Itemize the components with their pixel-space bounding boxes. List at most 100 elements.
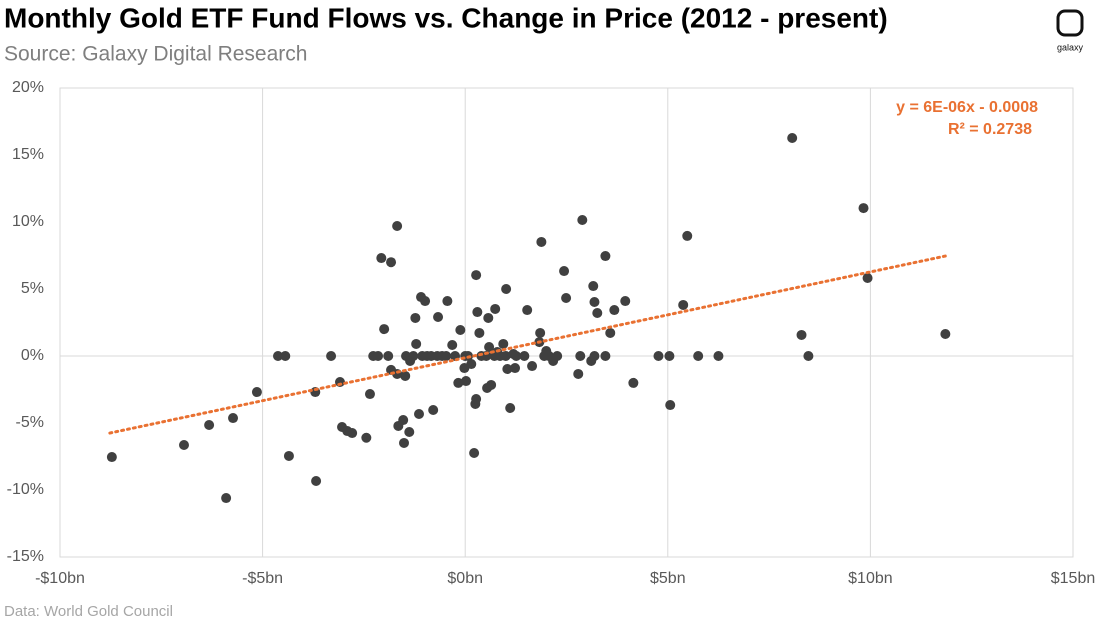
x-tick-label: -$5bn [242, 570, 283, 587]
point [472, 307, 483, 318]
point [466, 359, 477, 370]
point [609, 305, 620, 316]
point [589, 351, 600, 361]
point [441, 351, 452, 361]
point [447, 340, 458, 351]
point [628, 377, 639, 388]
chart-subtitle: Source: Galaxy Digital Research [4, 43, 307, 66]
point [940, 329, 951, 340]
point [510, 363, 521, 374]
point [693, 351, 704, 361]
point [410, 312, 421, 323]
point [376, 253, 387, 264]
point [373, 351, 384, 361]
point [283, 450, 294, 461]
point [428, 405, 439, 416]
point [383, 351, 394, 361]
point [392, 221, 403, 232]
logo-icon [1056, 9, 1084, 37]
x-tick-label: $5bn [650, 570, 686, 587]
point [600, 251, 611, 262]
point [280, 351, 291, 361]
point [453, 377, 464, 388]
point [364, 389, 375, 400]
point [471, 394, 482, 405]
point [272, 351, 283, 361]
point [600, 351, 611, 361]
point [399, 437, 410, 448]
point [605, 327, 616, 338]
point [228, 413, 239, 424]
x-tick-label: $15bn [1051, 570, 1096, 587]
footnote: Data: World Gold Council [4, 603, 173, 620]
trendline [108, 254, 947, 435]
point [592, 307, 603, 318]
point [400, 370, 411, 381]
point [653, 351, 664, 361]
point [486, 379, 497, 390]
point [620, 296, 631, 307]
point [398, 415, 409, 426]
y-tick-label: -10% [7, 481, 44, 498]
plot-frame [59, 87, 1074, 558]
point [484, 342, 495, 353]
point [361, 432, 372, 443]
point [404, 426, 415, 437]
point [347, 428, 358, 439]
point [862, 273, 873, 284]
y-tick-label: 5% [21, 280, 44, 297]
y-tick-label: 20% [12, 79, 44, 96]
point [204, 420, 215, 431]
point [408, 351, 419, 361]
point [433, 312, 444, 323]
point [502, 363, 513, 374]
point [414, 409, 425, 420]
point [796, 329, 807, 340]
point [573, 368, 584, 379]
point [106, 452, 117, 463]
point [490, 303, 501, 314]
point [552, 351, 563, 361]
point [178, 439, 189, 450]
x-tick-label: $0bn [447, 570, 483, 587]
point [379, 324, 390, 335]
point [411, 338, 422, 349]
chart-title: Monthly Gold ETF Fund Flows vs. Change i… [4, 2, 888, 33]
y-tick-label: 15% [12, 146, 44, 163]
point [588, 281, 599, 292]
point [420, 296, 431, 307]
point [311, 476, 322, 487]
point [858, 203, 869, 214]
point [501, 284, 512, 294]
point [559, 266, 570, 277]
x-tick-label: -$10bn [35, 570, 85, 587]
point [713, 351, 724, 361]
point [511, 351, 522, 361]
trend-r-squared: R² = 0.2738 [948, 121, 1032, 138]
point [221, 493, 232, 504]
point [665, 400, 676, 411]
y-tick-label: -5% [16, 414, 44, 431]
point [577, 214, 588, 225]
y-tick-label: 10% [12, 213, 44, 230]
point [442, 296, 453, 307]
point [682, 230, 693, 241]
point [536, 236, 547, 247]
point [522, 305, 533, 316]
point [326, 351, 337, 361]
point [500, 351, 511, 361]
logo-text: galaxy [1057, 42, 1084, 52]
y-tick-label: 0% [21, 347, 44, 364]
x-tick-label: $10bn [848, 570, 893, 587]
y-tick-label: -15% [7, 548, 44, 565]
point [455, 325, 466, 336]
point [469, 448, 480, 459]
trend-equation: y = 6E-06x - 0.0008 [896, 99, 1038, 116]
point [589, 296, 600, 307]
point [803, 351, 814, 361]
point [678, 299, 689, 310]
point [535, 327, 546, 338]
point [251, 387, 262, 398]
point [561, 292, 572, 303]
point [498, 338, 509, 349]
